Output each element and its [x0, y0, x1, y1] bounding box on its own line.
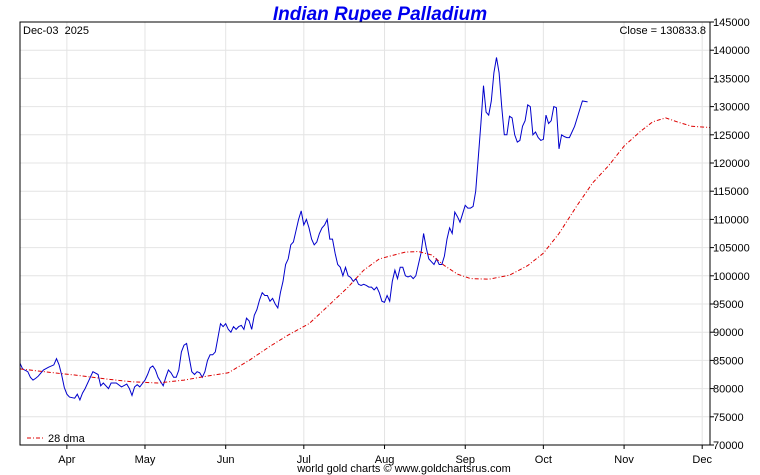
grid: [20, 22, 710, 445]
x-tick-label: Dec: [692, 454, 712, 466]
chart-footer: world gold charts © www.goldchartsrus.co…: [296, 463, 511, 475]
y-tick-label: 70000: [713, 440, 744, 452]
x-tick-label: Jun: [217, 454, 235, 466]
y-tick-label: 135000: [713, 73, 750, 85]
close-label: Close = 130833.8: [619, 25, 706, 37]
plot-frame: [19, 21, 711, 446]
y-tick-label: 120000: [713, 158, 750, 170]
y-tick-label: 115000: [713, 186, 749, 198]
y-tick-label: 130000: [713, 102, 750, 114]
y-tick-label: 110000: [713, 214, 749, 226]
y-tick-label: 95000: [713, 299, 744, 311]
x-tick-label: Jul: [297, 454, 311, 466]
x-tick-label: Sep: [455, 454, 475, 466]
legend: 28 dma: [27, 433, 86, 445]
x-tick-label: Apr: [58, 454, 75, 466]
x-tick-label: May: [135, 454, 156, 466]
x-tick-label: Nov: [614, 454, 634, 466]
legend-label: 28 dma: [48, 433, 86, 445]
y-axis: 70000 75000 80000 85000 90000 95000 100000 1050…: [710, 17, 750, 452]
plot-area: [20, 22, 710, 445]
x-axis: Apr May Jun Jul Aug Sep Oct Nov Dec: [58, 445, 712, 466]
y-tick-label: 90000: [713, 327, 744, 339]
y-tick-label: 125000: [713, 130, 750, 142]
y-tick-label: 145000: [713, 17, 750, 29]
x-tick-label: Oct: [535, 454, 552, 466]
price-line: [19, 57, 588, 402]
chart-title: Indian Rupee Palladium: [273, 4, 487, 25]
y-tick-label: 140000: [713, 45, 750, 57]
y-tick-label: 80000: [713, 384, 744, 396]
date-label: Dec-03 2025: [23, 25, 89, 37]
y-tick-label: 75000: [713, 412, 744, 424]
y-tick-label: 105000: [713, 243, 750, 255]
y-tick-label: 100000: [713, 271, 750, 283]
y-tick-label: 85000: [713, 355, 744, 367]
series-group: [19, 57, 711, 402]
x-tick-label: Aug: [375, 454, 395, 466]
dma-line: [19, 117, 711, 384]
